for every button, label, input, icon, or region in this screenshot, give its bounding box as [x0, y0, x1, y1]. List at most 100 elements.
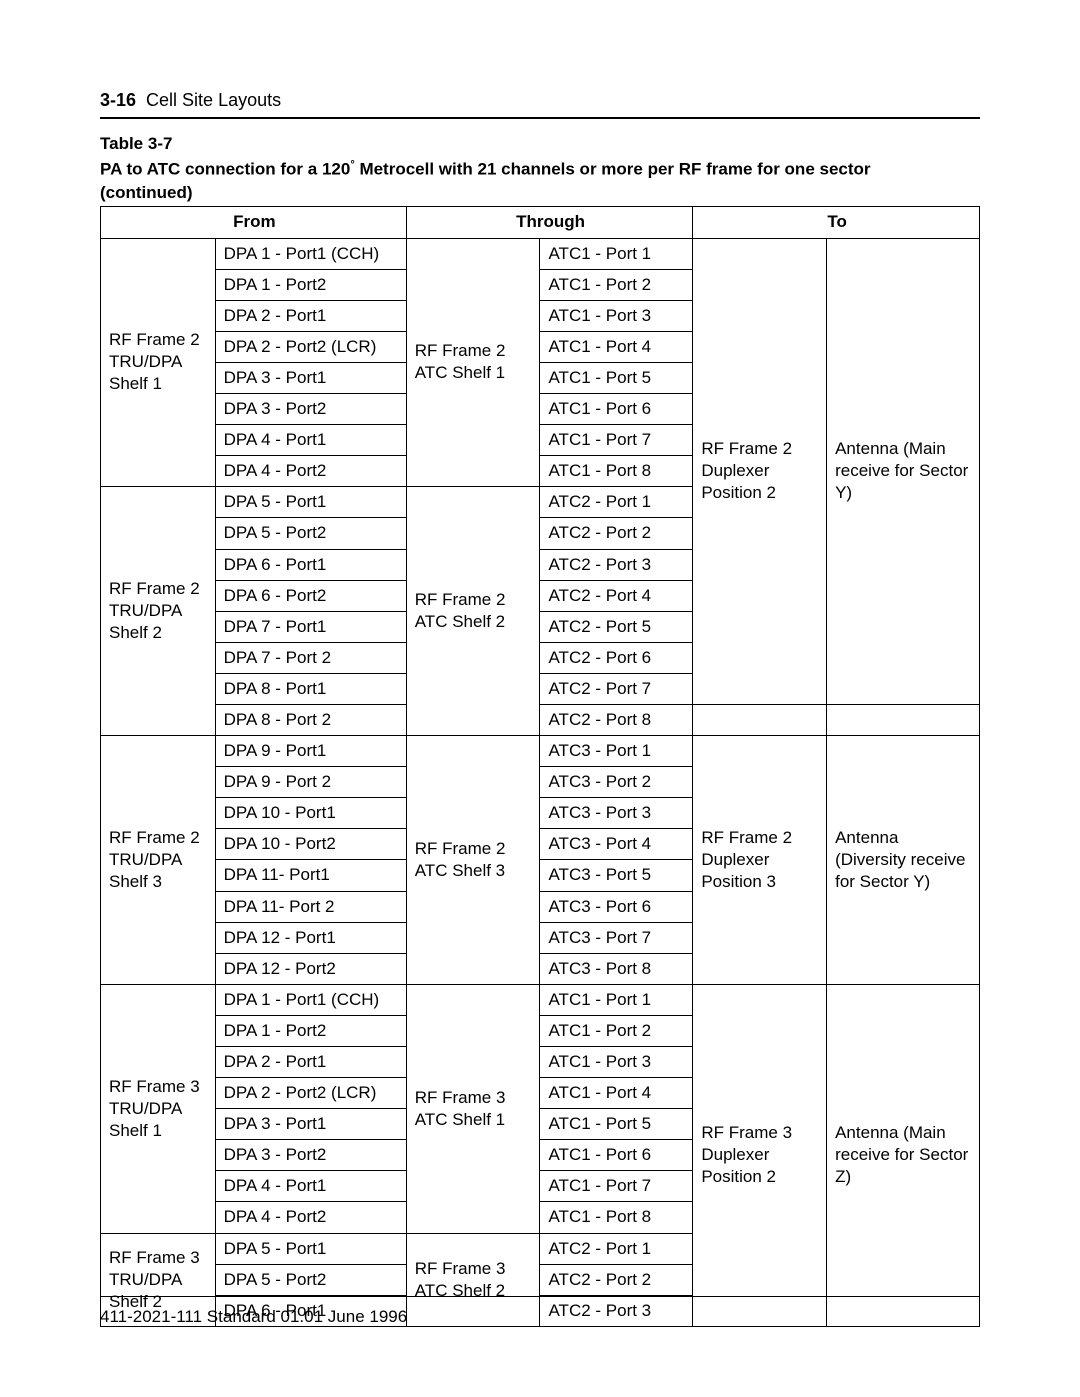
to-port: ATC2 - Port 8: [540, 704, 693, 735]
from-port: DPA 10 - Port1: [215, 798, 406, 829]
from-port: DPA 2 - Port1: [215, 1047, 406, 1078]
from-port: DPA 4 - Port1: [215, 1171, 406, 1202]
from-port: DPA 2 - Port2 (LCR): [215, 1078, 406, 1109]
caption-continued: (continued): [100, 183, 193, 202]
from-port: DPA 11- Port1: [215, 860, 406, 891]
caption-part-b: Metrocell with 21 channels or more per R…: [355, 160, 871, 179]
to-port: ATC1 - Port 4: [540, 1078, 693, 1109]
caption-part-a: PA to ATC connection for a 120: [100, 160, 350, 179]
to-port: ATC1 - Port 6: [540, 394, 693, 425]
to-antenna: Antenna (Main receive for Sector Y): [827, 238, 980, 704]
to-port: ATC1 - Port 7: [540, 425, 693, 456]
from-port: DPA 11- Port 2: [215, 891, 406, 922]
from-source: RF Frame 2 TRU/DPA Shelf 1: [101, 238, 216, 487]
to-port: ATC1 - Port 1: [540, 984, 693, 1015]
from-port: DPA 4 - Port1: [215, 425, 406, 456]
to-port: ATC3 - Port 4: [540, 829, 693, 860]
to-port: ATC3 - Port 3: [540, 798, 693, 829]
from-port: DPA 6 - Port2: [215, 580, 406, 611]
to-port: ATC1 - Port 6: [540, 1140, 693, 1171]
to-port: ATC2 - Port 5: [540, 611, 693, 642]
from-port: DPA 12 - Port1: [215, 922, 406, 953]
table-label: Table 3-7: [100, 133, 980, 156]
col-to: To: [693, 207, 980, 238]
page-number: 3-16: [100, 90, 136, 110]
to-antenna: Antenna (Main receive for Sector Z): [827, 984, 980, 1326]
from-port: DPA 8 - Port1: [215, 673, 406, 704]
to-antenna: [827, 704, 980, 735]
table-row: DPA 8 - Port 2 ATC2 - Port 8: [101, 704, 980, 735]
to-port: ATC2 - Port 2: [540, 1264, 693, 1295]
from-port: DPA 3 - Port1: [215, 362, 406, 393]
to-port: ATC3 - Port 7: [540, 922, 693, 953]
to-port: ATC3 - Port 1: [540, 736, 693, 767]
to-port: ATC3 - Port 2: [540, 767, 693, 798]
table-header-row: From Through To: [101, 207, 980, 238]
from-source: RF Frame 3 TRU/DPA Shelf 1: [101, 984, 216, 1233]
to-port: ATC1 - Port 4: [540, 331, 693, 362]
to-port: ATC1 - Port 2: [540, 269, 693, 300]
page-footer: 411-2021-111 Standard 01.01 June 1996: [100, 1296, 980, 1327]
from-port: DPA 1 - Port2: [215, 269, 406, 300]
table-caption: PA to ATC connection for a 120° Metrocel…: [100, 158, 980, 205]
to-duplexer: [693, 704, 827, 735]
to-port: ATC1 - Port 3: [540, 1047, 693, 1078]
through-shelf: RF Frame 2 ATC Shelf 1: [406, 238, 540, 487]
through-shelf: RF Frame 3 ATC Shelf 1: [406, 984, 540, 1233]
to-port: ATC2 - Port 1: [540, 487, 693, 518]
col-through: Through: [406, 207, 693, 238]
to-port: ATC1 - Port 1: [540, 238, 693, 269]
section-title: Cell Site Layouts: [146, 90, 281, 110]
to-duplexer: RF Frame 2 Duplexer Position 3: [693, 736, 827, 985]
through-shelf: RF Frame 2 ATC Shelf 2: [406, 487, 540, 736]
through-shelf: RF Frame 2 ATC Shelf 3: [406, 736, 540, 985]
to-port: ATC1 - Port 2: [540, 1015, 693, 1046]
from-port: DPA 5 - Port2: [215, 518, 406, 549]
page: 3-16 Cell Site Layouts Table 3-7 PA to A…: [0, 0, 1080, 1397]
to-port: ATC3 - Port 6: [540, 891, 693, 922]
to-port: ATC1 - Port 3: [540, 300, 693, 331]
from-port: DPA 7 - Port 2: [215, 642, 406, 673]
from-source: RF Frame 2 TRU/DPA Shelf 2: [101, 487, 216, 736]
connection-table: From Through To RF Frame 2 TRU/DPA Shelf…: [100, 206, 980, 1326]
to-antenna: Antenna (Diversity receive for Sector Y): [827, 736, 980, 985]
col-from: From: [101, 207, 407, 238]
to-port: ATC3 - Port 5: [540, 860, 693, 891]
from-port: DPA 3 - Port2: [215, 1140, 406, 1171]
page-header: 3-16 Cell Site Layouts: [100, 90, 980, 119]
from-port: DPA 8 - Port 2: [215, 704, 406, 735]
to-port: ATC1 - Port 8: [540, 456, 693, 487]
from-port: DPA 9 - Port 2: [215, 767, 406, 798]
to-port: ATC2 - Port 7: [540, 673, 693, 704]
to-port: ATC1 - Port 5: [540, 1109, 693, 1140]
to-port: ATC1 - Port 7: [540, 1171, 693, 1202]
from-port: DPA 12 - Port2: [215, 953, 406, 984]
from-port: DPA 7 - Port1: [215, 611, 406, 642]
to-port: ATC2 - Port 6: [540, 642, 693, 673]
to-duplexer: RF Frame 2 Duplexer Position 2: [693, 238, 827, 704]
from-port: DPA 6 - Port1: [215, 549, 406, 580]
table-row: RF Frame 2 TRU/DPA Shelf 3DPA 9 - Port1R…: [101, 736, 980, 767]
from-port: DPA 4 - Port2: [215, 456, 406, 487]
from-port: DPA 1 - Port2: [215, 1015, 406, 1046]
to-port: ATC2 - Port 2: [540, 518, 693, 549]
from-port: DPA 5 - Port1: [215, 487, 406, 518]
to-port: ATC2 - Port 3: [540, 549, 693, 580]
from-port: DPA 5 - Port1: [215, 1233, 406, 1264]
from-port: DPA 9 - Port1: [215, 736, 406, 767]
from-port: DPA 1 - Port1 (CCH): [215, 984, 406, 1015]
to-port: ATC1 - Port 5: [540, 362, 693, 393]
from-port: DPA 4 - Port2: [215, 1202, 406, 1233]
from-port: DPA 1 - Port1 (CCH): [215, 238, 406, 269]
to-port: ATC2 - Port 1: [540, 1233, 693, 1264]
table-row: RF Frame 3 TRU/DPA Shelf 1DPA 1 - Port1 …: [101, 984, 980, 1015]
from-port: DPA 2 - Port1: [215, 300, 406, 331]
from-source: RF Frame 2 TRU/DPA Shelf 3: [101, 736, 216, 985]
to-port: ATC2 - Port 4: [540, 580, 693, 611]
table-row: RF Frame 2 TRU/DPA Shelf 1DPA 1 - Port1 …: [101, 238, 980, 269]
from-port: DPA 2 - Port2 (LCR): [215, 331, 406, 362]
to-duplexer: RF Frame 3 Duplexer Position 2: [693, 984, 827, 1326]
to-port: ATC1 - Port 8: [540, 1202, 693, 1233]
from-port: DPA 3 - Port2: [215, 394, 406, 425]
from-port: DPA 3 - Port1: [215, 1109, 406, 1140]
